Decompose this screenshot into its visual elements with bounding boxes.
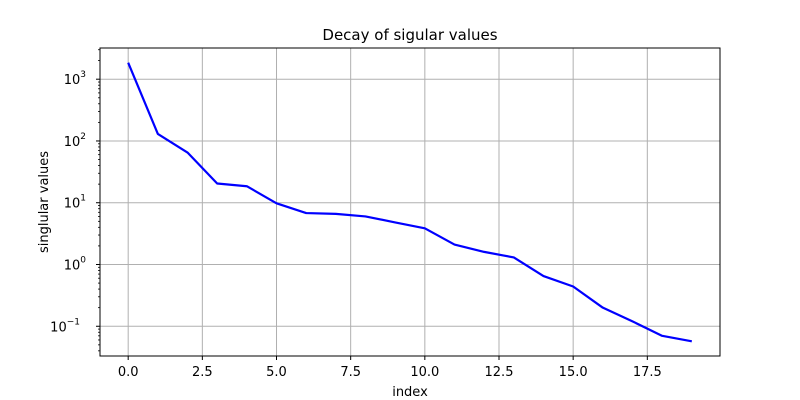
- x-tick-label: 7.5: [340, 365, 361, 380]
- y-tick-label: 10−1: [50, 317, 80, 335]
- x-axis-label: index: [392, 385, 428, 400]
- tick-labels: 0.0 2.5 5.0 7.5 10.0 12.5 15.0 17.5 10−1 100 101 10…: [50, 70, 662, 380]
- y-tick-label: 102: [64, 132, 86, 150]
- chart-title: Decay of sigular values: [322, 26, 497, 44]
- grid: [100, 48, 720, 356]
- x-tick-label: 17.5: [633, 365, 662, 380]
- y-tick-label: 100: [64, 255, 87, 273]
- y-tick-label: 103: [64, 70, 86, 88]
- tick-marks: [96, 49, 648, 360]
- series-line: [127, 62, 693, 343]
- x-tick-label: 5.0: [266, 365, 287, 380]
- series-layer: [127, 62, 693, 343]
- plot-frame: [99, 47, 721, 357]
- x-tick-label: 2.5: [192, 365, 213, 380]
- y-axis-label: singlular values: [37, 151, 52, 253]
- x-tick-label: 15.0: [559, 365, 588, 380]
- x-tick-label: 10.0: [410, 365, 439, 380]
- y-tick-label: 101: [64, 194, 86, 212]
- x-tick-label: 12.5: [485, 365, 514, 380]
- x-tick-label: 0.0: [118, 365, 139, 380]
